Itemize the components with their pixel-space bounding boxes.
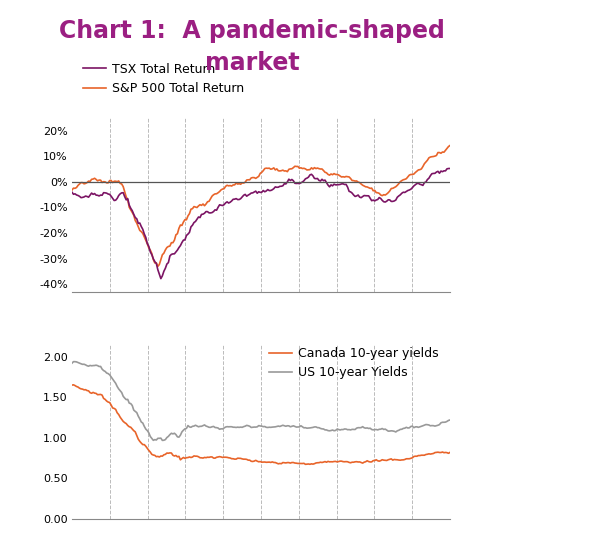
Canada 10-year yields <box>70 381 77 388</box>
TSX Total Return <box>183 232 190 239</box>
TSX Total Return <box>311 175 318 182</box>
US 10-year Yields <box>70 358 77 365</box>
S&P 500 Total Return <box>335 172 342 178</box>
TSX Total Return <box>370 197 377 203</box>
Canada 10-year yields <box>313 460 320 466</box>
US 10-year Yields <box>184 422 191 429</box>
Canada 10-year yields <box>68 382 76 388</box>
US 10-year Yields <box>440 419 448 425</box>
Line: S&P 500 Total Return: S&P 500 Total Return <box>72 146 450 266</box>
Line: TSX Total Return: TSX Total Return <box>72 169 450 279</box>
S&P 500 Total Return <box>76 181 83 187</box>
US 10-year Yields <box>446 417 454 423</box>
Canada 10-year yields <box>371 457 379 464</box>
US 10-year Yields <box>371 426 379 433</box>
TSX Total Return <box>76 193 83 200</box>
S&P 500 Total Return <box>370 188 377 194</box>
S&P 500 Total Return <box>183 217 190 223</box>
TSX Total Return <box>446 165 454 172</box>
S&P 500 Total Return <box>154 263 161 270</box>
Canada 10-year yields <box>337 458 344 464</box>
S&P 500 Total Return <box>311 164 318 171</box>
US 10-year Yields <box>159 437 166 444</box>
TSX Total Return <box>68 189 76 195</box>
Canada 10-year yields <box>302 461 309 468</box>
Text: market: market <box>205 51 299 75</box>
TSX Total Return <box>157 276 164 282</box>
S&P 500 Total Return <box>439 149 446 155</box>
Canada 10-year yields <box>440 449 448 456</box>
Canada 10-year yields <box>446 449 454 456</box>
US 10-year Yields <box>337 427 344 433</box>
TSX Total Return <box>335 181 342 188</box>
S&P 500 Total Return <box>68 187 76 193</box>
Canada 10-year yields <box>77 386 85 392</box>
US 10-year Yields <box>77 361 85 367</box>
TSX Total Return <box>439 169 446 175</box>
Legend: TSX Total Return, S&P 500 Total Return: TSX Total Return, S&P 500 Total Return <box>78 58 249 100</box>
Line: US 10-year Yields: US 10-year Yields <box>72 362 450 440</box>
Legend: Canada 10-year yields, US 10-year Yields: Canada 10-year yields, US 10-year Yields <box>265 342 444 384</box>
Line: Canada 10-year yields: Canada 10-year yields <box>72 385 450 464</box>
Canada 10-year yields <box>183 455 190 461</box>
Text: Chart 1:  A pandemic-shaped: Chart 1: A pandemic-shaped <box>59 19 445 43</box>
US 10-year Yields <box>68 360 76 366</box>
US 10-year Yields <box>313 424 320 430</box>
S&P 500 Total Return <box>446 142 454 149</box>
